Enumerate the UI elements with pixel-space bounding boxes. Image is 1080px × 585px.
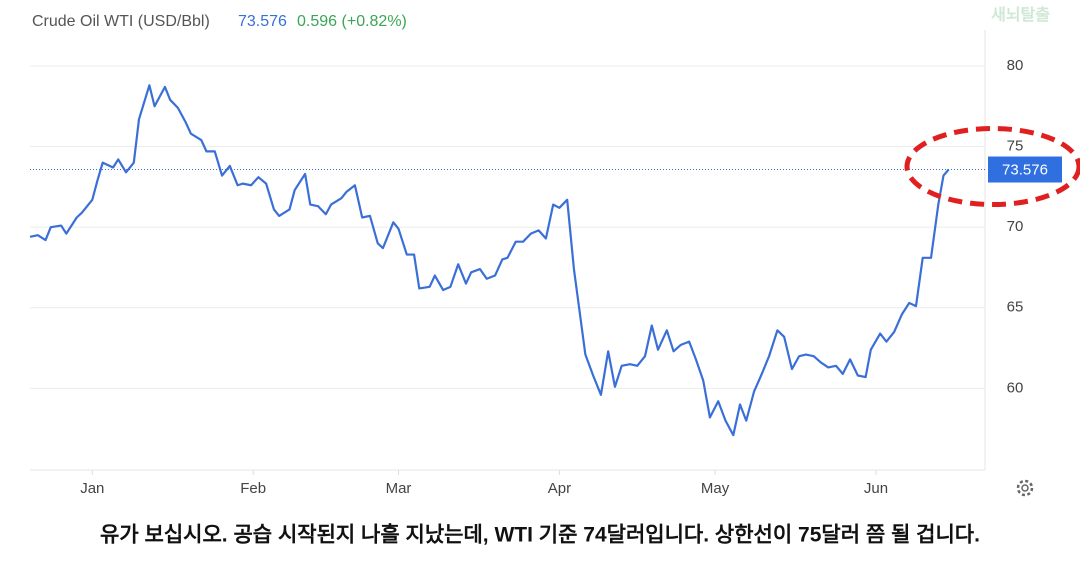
price-line <box>29 84 950 437</box>
x-tick-label: Apr <box>548 480 571 497</box>
gear-icon[interactable] <box>1016 479 1034 497</box>
highlight-ellipse <box>904 126 1080 208</box>
y-tick-label: 80 <box>1007 57 1024 74</box>
x-tick-label: Jun <box>864 480 888 497</box>
gear <box>1016 479 1034 497</box>
y-tick-label: 70 <box>1007 218 1024 235</box>
watermark: 새뇌탈출 <box>991 6 1050 24</box>
caption: 유가 보십시오. 공습 시작된지 나흘 지났는데, WTI 기준 74달러입니다… <box>100 523 980 547</box>
x-tick-label: Mar <box>386 480 412 497</box>
y-tick-label: 65 <box>1007 299 1024 316</box>
gear-hub <box>1021 484 1029 492</box>
x-tick-label: Feb <box>240 480 266 497</box>
price-badge-label: 73.576 <box>1002 161 1048 178</box>
chart-title: Crude Oil WTI (USD/Bbl) <box>32 13 210 30</box>
y-tick-label: 60 <box>1007 379 1024 396</box>
change: 0.596 (+0.82%) <box>297 13 407 30</box>
x-tick-label: May <box>701 480 730 497</box>
price: 73.576 <box>238 13 287 30</box>
x-tick-label: Jan <box>80 480 104 497</box>
price-badge <box>988 156 1062 183</box>
y-tick-label: 75 <box>1007 138 1024 155</box>
